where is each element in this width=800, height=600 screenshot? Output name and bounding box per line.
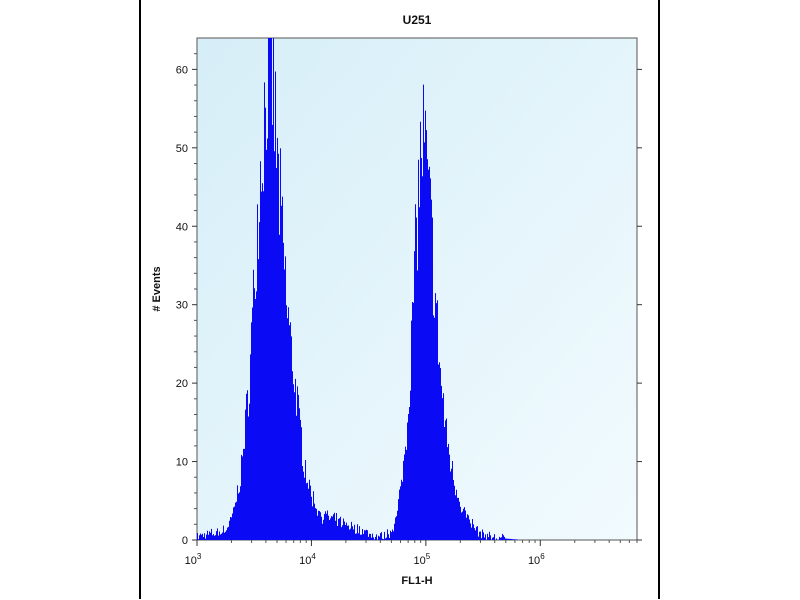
chart-title: U251 bbox=[403, 13, 432, 27]
x-tick-label: 106 bbox=[528, 552, 545, 567]
chart-frame bbox=[139, 0, 660, 599]
x-tick-label: 104 bbox=[299, 552, 316, 567]
x-tick-label: 105 bbox=[414, 552, 431, 567]
y-tick-label: 50 bbox=[176, 143, 188, 155]
histogram-series bbox=[197, 38, 518, 540]
axis-layer: 0 10 20 30 40 50 60 103 104 105 106 bbox=[176, 53, 642, 567]
y-tick-label: 20 bbox=[176, 378, 188, 390]
y-tick-label: 0 bbox=[182, 535, 188, 547]
series-layer bbox=[197, 38, 518, 540]
y-tick-label: 60 bbox=[176, 64, 188, 76]
x-tick-label: 103 bbox=[185, 552, 202, 567]
y-tick-label: 40 bbox=[176, 221, 188, 233]
y-axis-title: # Events bbox=[151, 266, 163, 311]
y-tick-label: 10 bbox=[176, 457, 188, 469]
x-axis-title: FL1-H bbox=[401, 575, 432, 587]
y-tick-label: 30 bbox=[176, 300, 188, 312]
